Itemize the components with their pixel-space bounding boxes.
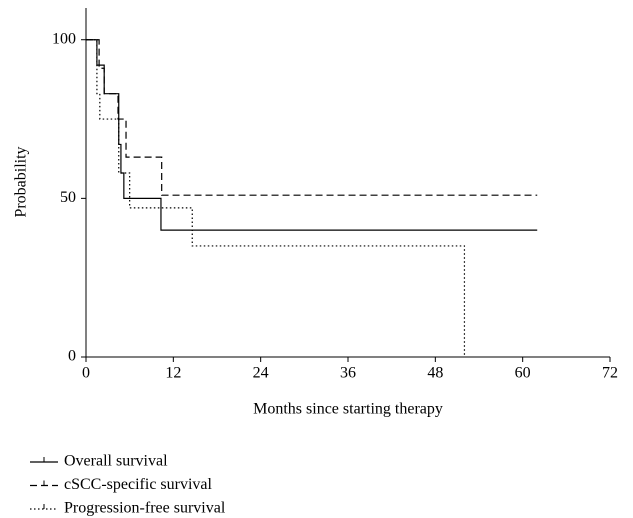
x-tick-label: 36 bbox=[340, 365, 356, 382]
y-tick-label: 50 bbox=[60, 189, 76, 206]
x-tick-label: 24 bbox=[253, 365, 269, 382]
x-tick-label: 48 bbox=[427, 365, 443, 382]
legend-label: Overall survival bbox=[64, 453, 168, 470]
y-tick-label: 100 bbox=[52, 30, 76, 47]
x-tick-label: 12 bbox=[165, 365, 181, 382]
legend-label: Progression-free survival bbox=[64, 500, 226, 517]
x-tick-label: 0 bbox=[82, 365, 90, 382]
survival-line bbox=[86, 39, 466, 357]
x-tick-label: 72 bbox=[602, 365, 618, 382]
legend-label: cSCC-specific survival bbox=[64, 476, 213, 493]
y-tick-label: 0 bbox=[68, 348, 76, 365]
survival-line bbox=[86, 39, 538, 196]
x-tick-label: 60 bbox=[515, 365, 531, 382]
x-axis-label: Months since starting therapy bbox=[253, 401, 443, 418]
y-axis-label: Probability bbox=[13, 146, 30, 217]
survival-line bbox=[86, 39, 538, 231]
